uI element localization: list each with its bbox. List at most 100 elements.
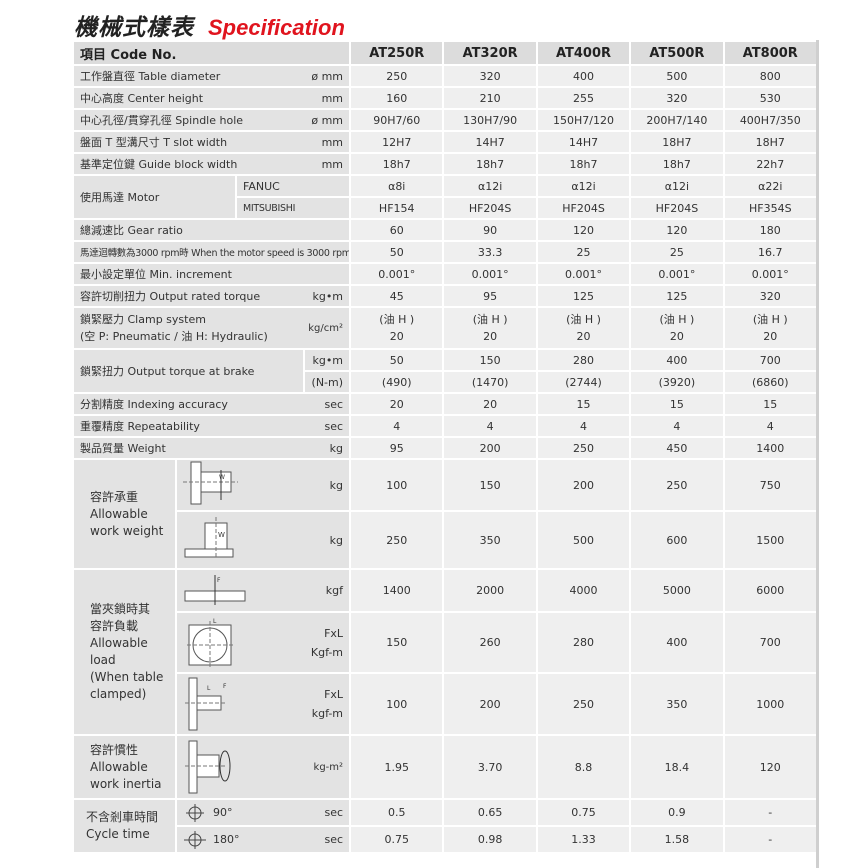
header-label: 項目 Code No. bbox=[74, 42, 350, 64]
row-inertia: 容許慣性 Allowable work inertia kg-m² 1.95 3.… bbox=[74, 736, 816, 798]
model-header: AT400R bbox=[537, 42, 630, 64]
value-cell: 25 bbox=[537, 242, 630, 262]
value-cell: 400 bbox=[537, 66, 630, 86]
value-cell: 320 bbox=[631, 88, 723, 108]
row-brake-kgm: 鎖緊扭力 Output torque at brake kg•m 50 150 28… bbox=[74, 350, 816, 392]
value-cell: 90 bbox=[444, 220, 536, 240]
value-cell: 125 bbox=[537, 286, 630, 306]
unit: FxL kgf-m bbox=[311, 688, 344, 720]
label: 總減速比 Gear ratio bbox=[74, 220, 350, 240]
row-guide-block: 基準定位鍵 Guide block width mm 18h7 18h7 18h7 18… bbox=[74, 154, 816, 174]
value-cell: 18H7 bbox=[724, 132, 816, 152]
label-cell: 盤面 T 型溝尺寸 T slot width mm bbox=[74, 132, 350, 152]
title-zh: 機械式樣表 bbox=[74, 15, 194, 41]
value-cell: 90H7/60 bbox=[351, 110, 443, 130]
value-cell: 130H7/90 bbox=[444, 110, 536, 130]
label: 馬達迴轉數為3000 rpm時 When the motor speed is … bbox=[80, 248, 350, 259]
value-cell: 6000 bbox=[724, 570, 816, 611]
value-cell: 200H7/140 bbox=[631, 110, 723, 130]
row-load-axial: 當夾鎖時其 容許負載 Allowable load (When table cl… bbox=[74, 570, 816, 734]
value-cell: - bbox=[724, 800, 816, 825]
row-brake-nm: (N-m) (490) (1470) (2744) (3920) (6860) bbox=[74, 372, 816, 392]
unit: ø mm bbox=[311, 69, 344, 83]
value-cell: 120 bbox=[631, 220, 723, 240]
value-cell: HF354S bbox=[724, 198, 816, 218]
value-cell: 250 bbox=[537, 438, 630, 458]
unit: mm bbox=[321, 135, 344, 149]
label: 鎖緊壓力 Clamp system (空 P: Pneumatic / 油 H:… bbox=[80, 313, 268, 343]
unit: kg/cm² bbox=[308, 322, 344, 334]
motor-label: 使用馬達 Motor bbox=[74, 176, 235, 218]
unit: kg•m bbox=[305, 350, 350, 370]
value-cell: 150 bbox=[351, 613, 443, 672]
label: 中心高度 Center height bbox=[80, 92, 204, 105]
svg-text:F: F bbox=[217, 577, 221, 584]
value-cell: 15 bbox=[724, 394, 816, 414]
value-cell: 1400 bbox=[724, 438, 816, 458]
value-cell: 250 bbox=[537, 674, 630, 734]
value-cell: 0.75 bbox=[537, 800, 630, 825]
value-cell: 120 bbox=[537, 220, 630, 240]
row-rated-torque: 容許切削扭力 Output rated torque kg•m 45 95 125 12… bbox=[74, 286, 816, 306]
value-cell: HF204S bbox=[537, 198, 630, 218]
value-cell: 95 bbox=[351, 438, 443, 458]
model-header: AT320R bbox=[444, 42, 536, 64]
value-cell: 200 bbox=[444, 674, 536, 734]
value-cell: 1500 bbox=[724, 512, 816, 568]
value-cell: 0.001° bbox=[724, 264, 816, 284]
label: 工作盤直徑 Table diameter bbox=[80, 70, 221, 83]
value-cell: 14H7 bbox=[444, 132, 536, 152]
value-cell: 200 bbox=[444, 438, 536, 458]
value-cell: (490) bbox=[351, 372, 443, 392]
label-cell: 90° sec bbox=[177, 800, 350, 825]
value-cell: 1400 bbox=[351, 570, 443, 611]
value-cell: HF154 bbox=[351, 198, 443, 218]
rotation-90-icon bbox=[186, 803, 204, 822]
model-header: AT250R bbox=[351, 42, 443, 64]
unit: kg bbox=[329, 441, 344, 455]
unit: kgf bbox=[325, 584, 344, 597]
unit: sec bbox=[324, 806, 344, 819]
label-cell: 中心孔徑/貫穿孔徑 Spindle hole ø mm bbox=[74, 110, 350, 130]
value-cell: 1.58 bbox=[631, 827, 723, 852]
value-cell: 60 bbox=[351, 220, 443, 240]
value-cell: 280 bbox=[537, 350, 630, 370]
row-weight: 製品質量 Weight kg 95 200 250 450 1400 bbox=[74, 438, 816, 458]
title-en: Specification bbox=[208, 15, 345, 40]
label-cell: 容許切削扭力 Output rated torque kg•m bbox=[74, 286, 350, 306]
value-cell: 1.33 bbox=[537, 827, 630, 852]
value-cell: 150 bbox=[444, 350, 536, 370]
label-cell: W kg bbox=[177, 512, 350, 568]
value-cell: 150H7/120 bbox=[537, 110, 630, 130]
table-edge bbox=[816, 40, 819, 868]
value-cell: 700 bbox=[724, 613, 816, 672]
value-cell: (油 H ) 20 bbox=[444, 308, 536, 348]
row-indexing: 分割精度 Indexing accuracy sec 20 20 15 15 15 bbox=[74, 394, 816, 414]
unit: mm bbox=[321, 157, 344, 171]
svg-text:L: L bbox=[207, 685, 211, 692]
value-cell: 120 bbox=[724, 736, 816, 798]
value-cell: 20 bbox=[444, 394, 536, 414]
value-cell: 400H7/350 bbox=[724, 110, 816, 130]
label: 容許切削扭力 Output rated torque bbox=[80, 290, 261, 303]
value-cell: 1000 bbox=[724, 674, 816, 734]
row-work-weight-horizontal: W kg 250 350 500 600 1500 bbox=[74, 512, 816, 568]
value-cell: HF204S bbox=[631, 198, 723, 218]
value-cell: 2000 bbox=[444, 570, 536, 611]
row-gear-ratio: 總減速比 Gear ratio 60 90 120 120 180 bbox=[74, 220, 816, 240]
label-cell: 馬達迴轉數為3000 rpm時 When the motor speed is … bbox=[74, 242, 350, 262]
value-cell: 400 bbox=[631, 613, 723, 672]
label-cell: 中心高度 Center height mm bbox=[74, 88, 350, 108]
value-cell: α12i bbox=[537, 176, 630, 196]
value-cell: 700 bbox=[724, 350, 816, 370]
row-motor-fanuc: 使用馬達 Motor FANUC α8i α12i α12i α12i α22i bbox=[74, 176, 816, 218]
value-cell: 14H7 bbox=[537, 132, 630, 152]
value-cell: 350 bbox=[444, 512, 536, 568]
row-t-slot: 盤面 T 型溝尺寸 T slot width mm 12H7 14H7 14H7 18H… bbox=[74, 132, 816, 152]
label-cell: kg-m² bbox=[177, 736, 350, 798]
cycle-time-label: 不含剎車時間 Cycle time bbox=[74, 800, 175, 852]
angle: 180° bbox=[213, 833, 240, 846]
value-cell: 4 bbox=[351, 416, 443, 436]
mitsubishi-label: MITSUBISHI bbox=[237, 198, 350, 218]
value-cell: (2744) bbox=[537, 372, 630, 392]
